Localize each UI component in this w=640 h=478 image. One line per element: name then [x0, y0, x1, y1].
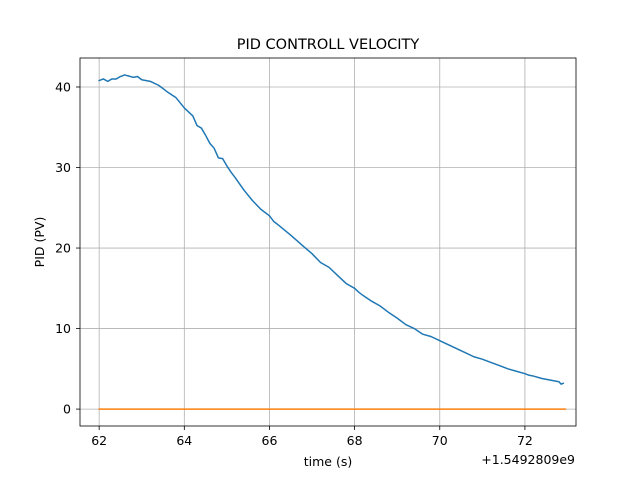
chart-title: PID CONTROLL VELOCITY — [237, 37, 420, 53]
x-axis-label: time (s) — [304, 454, 352, 469]
axes-frame — [79, 57, 577, 427]
x-tick-label: 64 — [176, 433, 192, 448]
y-axis-label: PID (PV) — [32, 217, 47, 268]
x-offset-label: +1.5492809e9 — [481, 452, 575, 467]
y-tick-label: 30 — [55, 160, 71, 175]
x-tick-label: 68 — [347, 433, 363, 448]
y-tick-label: 0 — [63, 402, 71, 417]
plot-area: 62 64 66 68 70 72 0 10 20 30 40 — [55, 57, 577, 448]
x-tick-label: 62 — [91, 433, 107, 448]
x-tick-label: 66 — [262, 433, 278, 448]
series-line-1 — [98, 74, 565, 385]
y-tick-label: 20 — [55, 241, 71, 256]
x-tick-label: 70 — [432, 433, 448, 448]
x-tick-label: 72 — [517, 433, 533, 448]
y-tick-label: 10 — [55, 321, 71, 336]
y-tick-label: 40 — [55, 79, 71, 94]
